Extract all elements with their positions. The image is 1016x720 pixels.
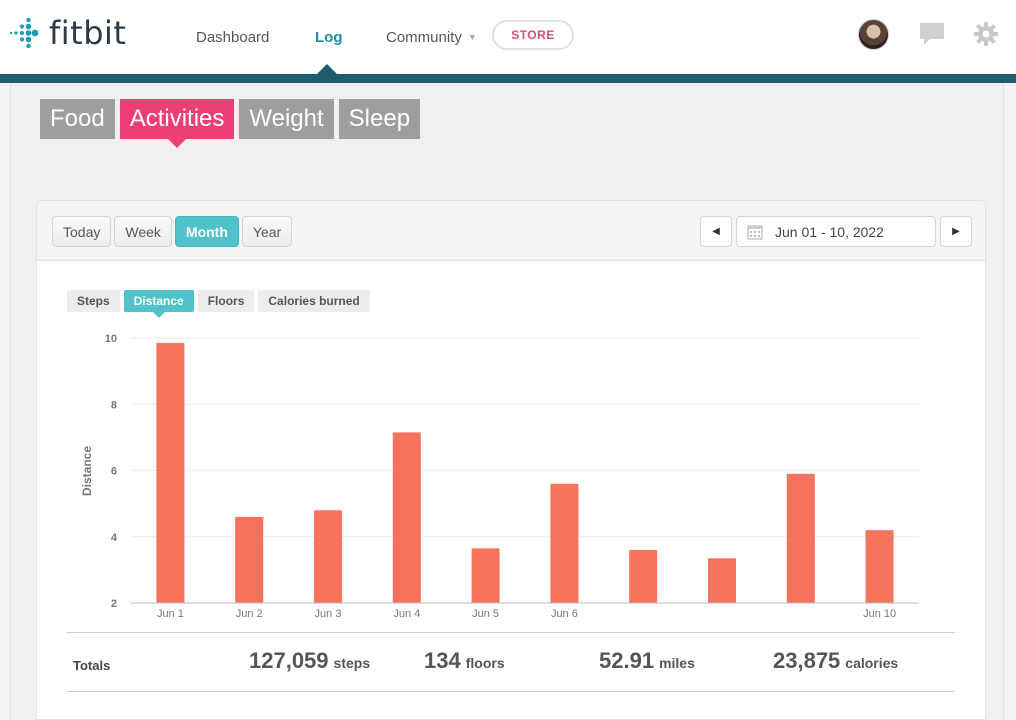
bar-jun-7 — [629, 550, 658, 603]
y-tick-label: 2 — [111, 598, 117, 610]
chart-toolbar: Today Week Month Year ◀ Jun 01 - 10, 202… — [37, 201, 985, 261]
y-axis-label: Distance — [80, 446, 94, 496]
total-miles-value: 52.91 — [599, 648, 655, 673]
bar-jun-1 — [156, 342, 185, 603]
bar-jun-6 — [550, 483, 579, 603]
y-tick-label: 6 — [111, 466, 117, 478]
period-month-button[interactable]: Month — [174, 216, 239, 247]
bar-jun-2 — [235, 516, 264, 603]
total-steps-unit: steps — [333, 655, 371, 671]
x-tick-label: Jun 1 — [157, 608, 184, 620]
nav-log[interactable]: Log — [315, 28, 343, 46]
activity-chart-card: Today Week Month Year ◀ Jun 01 - 10, 202… — [36, 200, 986, 720]
bar-jun-8 — [708, 558, 736, 603]
fitbit-logo[interactable]: fitbit — [9, 14, 126, 52]
totals-label: Totals — [73, 658, 111, 673]
period-selector: Today Week Month Year — [52, 216, 293, 247]
tab-sleep[interactable]: Sleep — [338, 99, 421, 139]
metric-tab-steps[interactable]: Steps — [67, 290, 120, 312]
tab-activities[interactable]: Activities — [119, 99, 235, 148]
date-range-picker[interactable]: Jun 01 - 10, 2022 — [736, 216, 936, 247]
bar-jun-3 — [314, 510, 342, 603]
metric-tabs: Steps Distance Floors Calories burned — [67, 290, 370, 318]
nav-community-label: Community — [386, 28, 462, 46]
x-tick-label: Jun 10 — [863, 608, 896, 620]
totals-divider-top — [67, 632, 955, 633]
bar-jun-5 — [471, 548, 500, 603]
x-tick-label: Jun 2 — [236, 608, 263, 620]
y-tick-label: 10 — [105, 333, 117, 345]
date-navigator: ◀ Jun 01 - 10, 2022 ▶ — [700, 216, 972, 247]
total-calories-value: 23,875 — [773, 648, 841, 673]
messages-icon[interactable] — [918, 21, 946, 52]
total-miles-unit: miles — [659, 655, 695, 671]
avatar[interactable] — [858, 19, 889, 50]
previous-period-button[interactable]: ◀ — [700, 216, 732, 247]
tab-weight[interactable]: Weight — [239, 99, 334, 139]
header-divider — [0, 74, 1016, 83]
active-nav-pointer — [317, 64, 337, 74]
period-year-button[interactable]: Year — [241, 216, 293, 247]
period-today-button[interactable]: Today — [52, 216, 112, 247]
top-navigation-bar: fitbit Dashboard Log Community ▼ STORE — [0, 0, 1016, 74]
date-range-text: Jun 01 - 10, 2022 — [775, 223, 884, 240]
y-tick-label: 4 — [111, 532, 118, 544]
x-tick-label: Jun 4 — [393, 608, 420, 620]
chevron-right-icon: ▶ — [952, 226, 960, 237]
gear-icon[interactable] — [973, 21, 999, 52]
next-period-button[interactable]: ▶ — [940, 216, 972, 247]
nav-dashboard[interactable]: Dashboard — [196, 28, 270, 46]
calendar-icon — [747, 225, 763, 239]
nav-community[interactable]: Community ▼ — [386, 0, 477, 74]
total-miles: 52.91 miles — [599, 648, 695, 674]
total-floors-value: 134 — [424, 648, 461, 673]
metric-tab-calories-burned[interactable]: Calories burned — [258, 290, 370, 312]
x-tick-label: Jun 6 — [551, 608, 578, 620]
y-tick-label: 8 — [111, 399, 117, 411]
logo-text: fitbit — [49, 14, 127, 52]
chevron-left-icon: ◀ — [712, 226, 720, 237]
x-tick-label: Jun 5 — [472, 608, 499, 620]
bar-jun-9 — [786, 473, 815, 603]
total-floors: 134 floors — [424, 648, 505, 674]
log-category-tabs: Food Activities Weight Sleep — [40, 99, 421, 148]
x-tick-label: Jun 3 — [315, 608, 342, 620]
totals-divider-bottom — [67, 691, 955, 692]
period-week-button[interactable]: Week — [114, 216, 172, 247]
total-calories-unit: calories — [845, 655, 899, 671]
metric-tab-floors[interactable]: Floors — [197, 290, 255, 312]
distance-bar-chart: 2 4 6 8 10 Jun 1 Jun 2 Jun 3 Jun 4 Jun 5 Jun 6 Jun… — [80, 333, 919, 620]
total-floors-unit: floors — [465, 655, 505, 671]
total-steps: 127,059 steps — [249, 648, 370, 674]
store-button[interactable]: STORE — [492, 20, 574, 50]
fitbit-dots-icon — [9, 17, 39, 49]
bar-jun-10 — [865, 530, 894, 603]
total-calories: 23,875 calories — [773, 648, 898, 674]
caret-down-icon: ▼ — [467, 32, 477, 42]
tab-food[interactable]: Food — [40, 99, 115, 139]
metric-tab-distance[interactable]: Distance — [123, 290, 194, 318]
total-steps-value: 127,059 — [249, 648, 329, 673]
bar-jun-4 — [392, 432, 421, 603]
